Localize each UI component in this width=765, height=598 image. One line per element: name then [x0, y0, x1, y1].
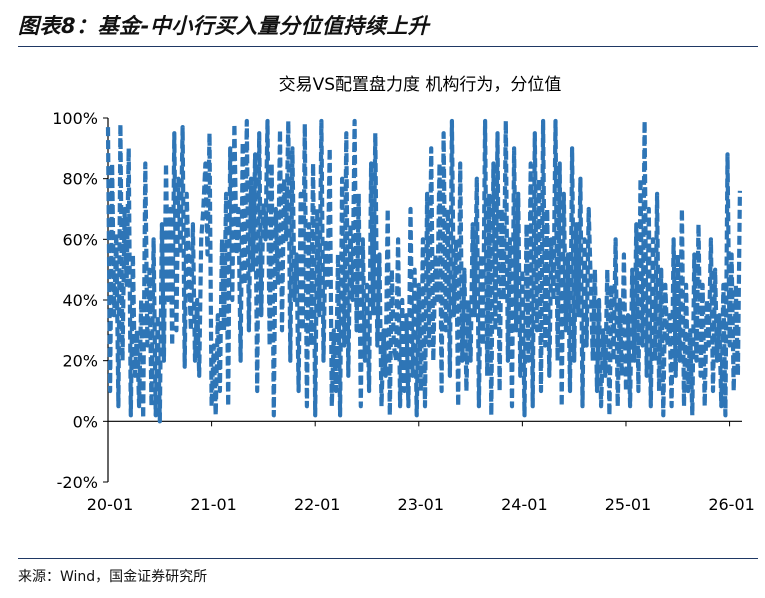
- chart: 交易VS配置盘力度 机构行为，分位值 100% 80% 60% 40% 20% 0% -20…: [52, 75, 755, 514]
- y-tick-label: 0%: [73, 412, 98, 431]
- series-line: [105, 118, 742, 424]
- x-tick-label: 26-01: [708, 495, 755, 514]
- y-tick-label: 60%: [62, 230, 98, 249]
- source-note: 来源：Wind，国金证券研究所: [18, 569, 208, 585]
- source-rule: [18, 558, 758, 559]
- chart-title: 交易VS配置盘力度 机构行为，分位值: [279, 75, 562, 95]
- x-tick-label: 20-01: [87, 495, 134, 514]
- y-tick-label: 80%: [62, 170, 98, 189]
- x-tick-label: 23-01: [398, 495, 445, 514]
- y-tick-label: -20%: [57, 473, 98, 492]
- x-tick-label: 24-01: [501, 495, 548, 514]
- y-tick-label: 20%: [62, 352, 98, 371]
- x-tick-label: 22-01: [294, 495, 341, 514]
- title-rule: [18, 46, 758, 47]
- tick-labels: 100% 80% 60% 40% 20% 0% -20% 20-01 21-01 22-01 23-…: [52, 109, 755, 514]
- y-tick-label: 100%: [52, 109, 98, 128]
- series-group: [105, 118, 742, 424]
- figure-title: 图表8：基金-中小行买入量分位值持续上升: [18, 14, 430, 38]
- x-tick-label: 21-01: [190, 495, 237, 514]
- x-tick-label: 25-01: [605, 495, 652, 514]
- y-tick-label: 40%: [62, 291, 98, 310]
